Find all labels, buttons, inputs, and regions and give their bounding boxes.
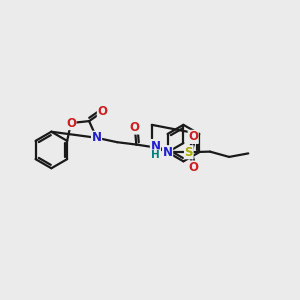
Text: O: O (66, 116, 76, 130)
Text: O: O (130, 121, 140, 134)
Text: N: N (163, 146, 172, 159)
Text: O: O (188, 161, 198, 174)
Text: S: S (184, 146, 193, 159)
Text: O: O (98, 105, 107, 119)
Text: N: N (92, 131, 101, 144)
Text: O: O (188, 130, 198, 143)
Text: H: H (151, 150, 160, 160)
Text: N: N (150, 140, 161, 152)
